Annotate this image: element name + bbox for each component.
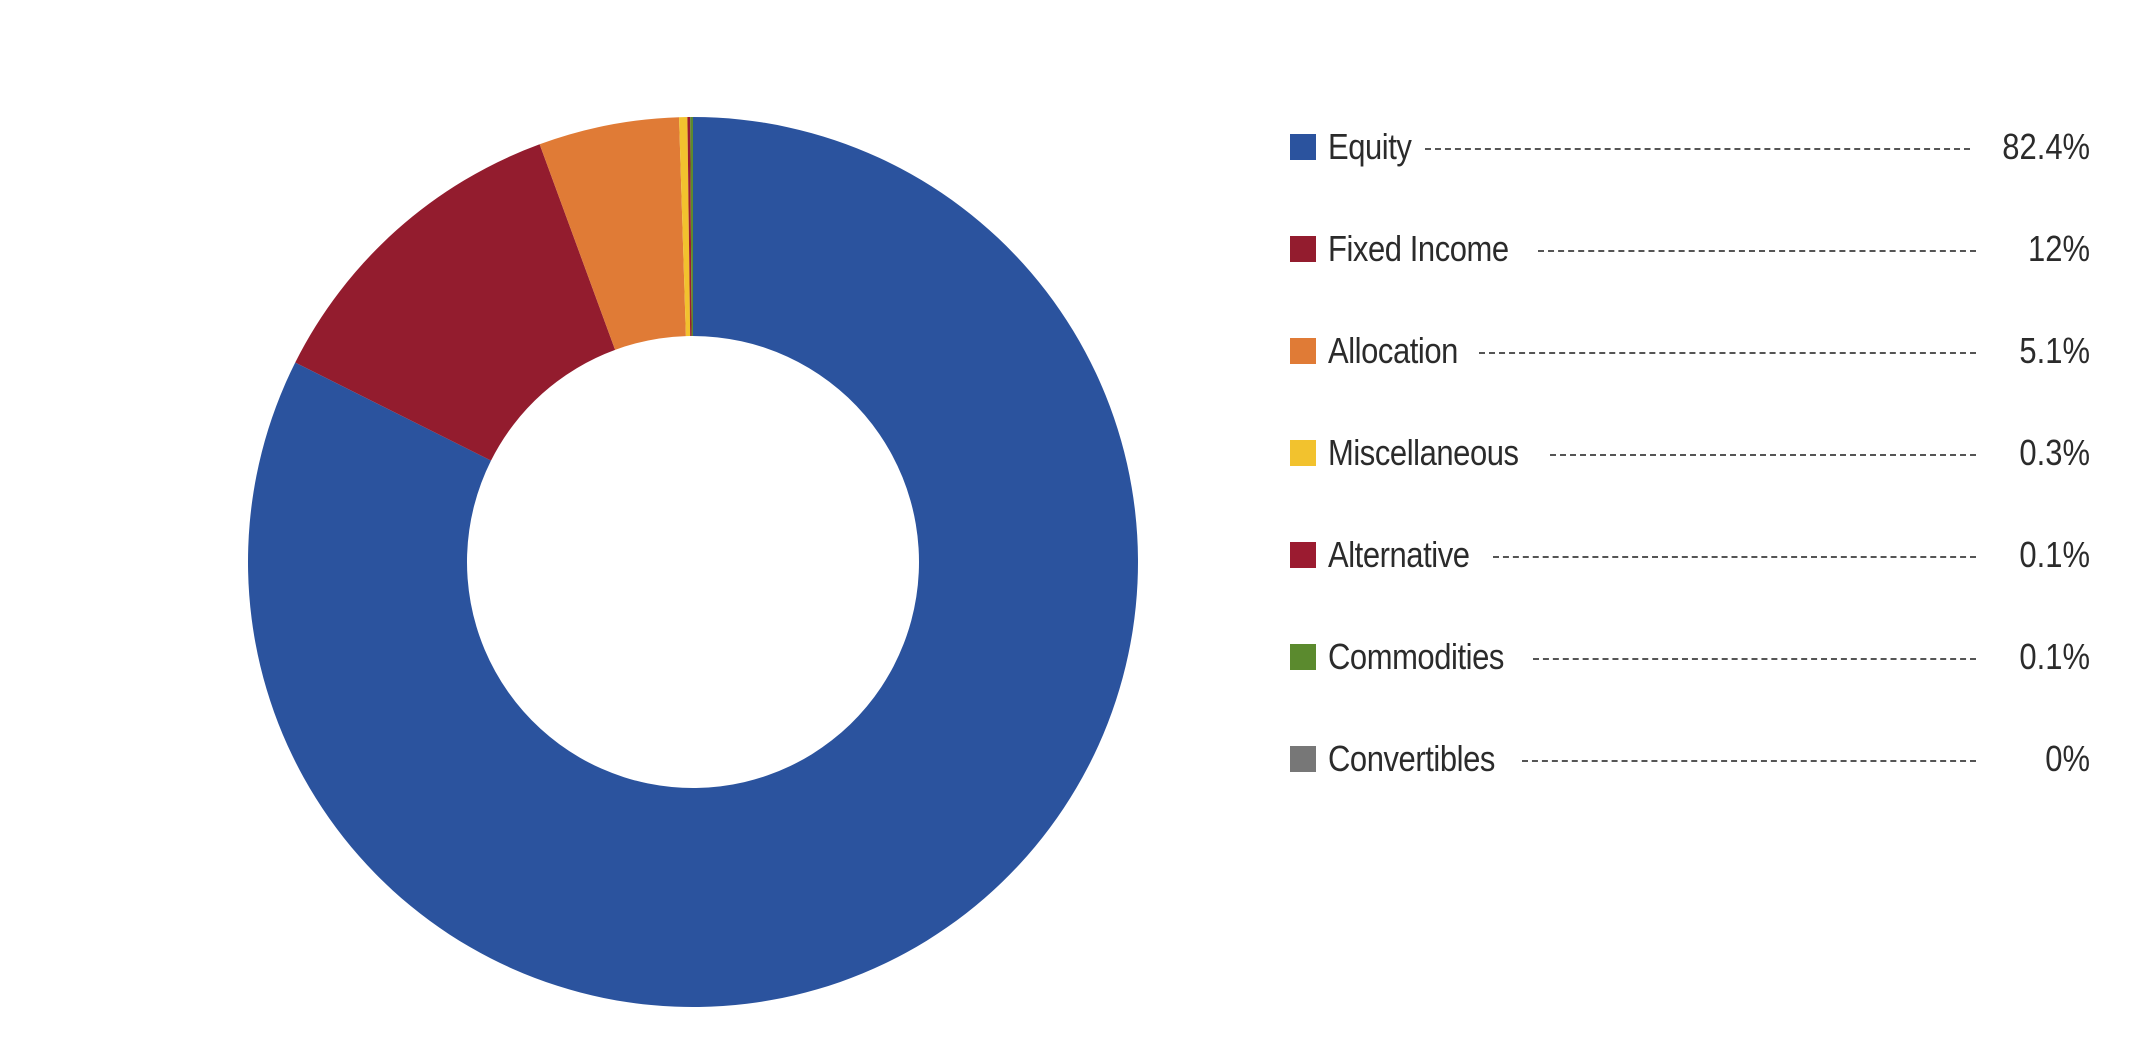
legend-leader-line xyxy=(1492,556,1976,558)
legend-item-miscellaneous: Miscellaneous 0.3% xyxy=(1290,402,2090,504)
legend-swatch-fixed-income xyxy=(1290,236,1316,262)
legend-value-equity: 82.4% xyxy=(2002,126,2090,167)
legend-label-convertibles: Convertibles xyxy=(1328,738,1495,779)
legend-swatch-alternative xyxy=(1290,542,1316,568)
donut-chart xyxy=(248,117,1139,1007)
legend-swatch-equity xyxy=(1290,134,1316,160)
legend-value-alternative: 0.1% xyxy=(2019,534,2090,575)
donut-slice-allocation xyxy=(539,117,686,350)
legend-swatch-commodities xyxy=(1290,644,1316,670)
legend-leader-line xyxy=(1425,148,1970,150)
donut-slice-commodities xyxy=(690,117,693,337)
chart-legend: Equity 82.4% Fixed Income 12% Allocation… xyxy=(1290,96,2090,810)
legend-value-allocation: 5.1% xyxy=(2019,330,2090,371)
legend-value-fixed-income: 12% xyxy=(2028,228,2090,269)
legend-value-convertibles: 0% xyxy=(2045,738,2090,779)
legend-value-commodities: 0.1% xyxy=(2019,636,2090,677)
legend-item-commodities: Commodities 0.1% xyxy=(1290,606,2090,708)
legend-swatch-miscellaneous xyxy=(1290,440,1316,466)
legend-leader-line xyxy=(1538,250,1976,252)
legend-value-miscellaneous: 0.3% xyxy=(2019,432,2090,473)
legend-leader-line xyxy=(1479,352,1976,354)
legend-item-allocation: Allocation 5.1% xyxy=(1290,300,2090,402)
donut-slice-fixed-income xyxy=(295,144,616,461)
legend-item-alternative: Alternative 0.1% xyxy=(1290,504,2090,606)
donut-slice-equity xyxy=(248,117,1139,1007)
legend-swatch-convertibles xyxy=(1290,746,1316,772)
legend-label-equity: Equity xyxy=(1328,126,1412,167)
legend-swatch-allocation xyxy=(1290,338,1316,364)
legend-label-commodities: Commodities xyxy=(1328,636,1504,677)
donut-slice-miscellaneous xyxy=(679,117,691,337)
legend-leader-line xyxy=(1549,454,1976,456)
legend-label-allocation: Allocation xyxy=(1328,330,1458,371)
legend-item-convertibles: Convertibles 0% xyxy=(1290,708,2090,810)
legend-label-alternative: Alternative xyxy=(1328,534,1470,575)
legend-leader-line xyxy=(1522,760,1976,762)
donut-slice-alternative xyxy=(687,117,692,337)
legend-item-equity: Equity 82.4% xyxy=(1290,96,2090,198)
legend-item-fixed-income: Fixed Income 12% xyxy=(1290,198,2090,300)
legend-label-miscellaneous: Miscellaneous xyxy=(1328,432,1519,473)
legend-leader-line xyxy=(1532,658,1976,660)
legend-label-fixed-income: Fixed Income xyxy=(1328,228,1509,269)
